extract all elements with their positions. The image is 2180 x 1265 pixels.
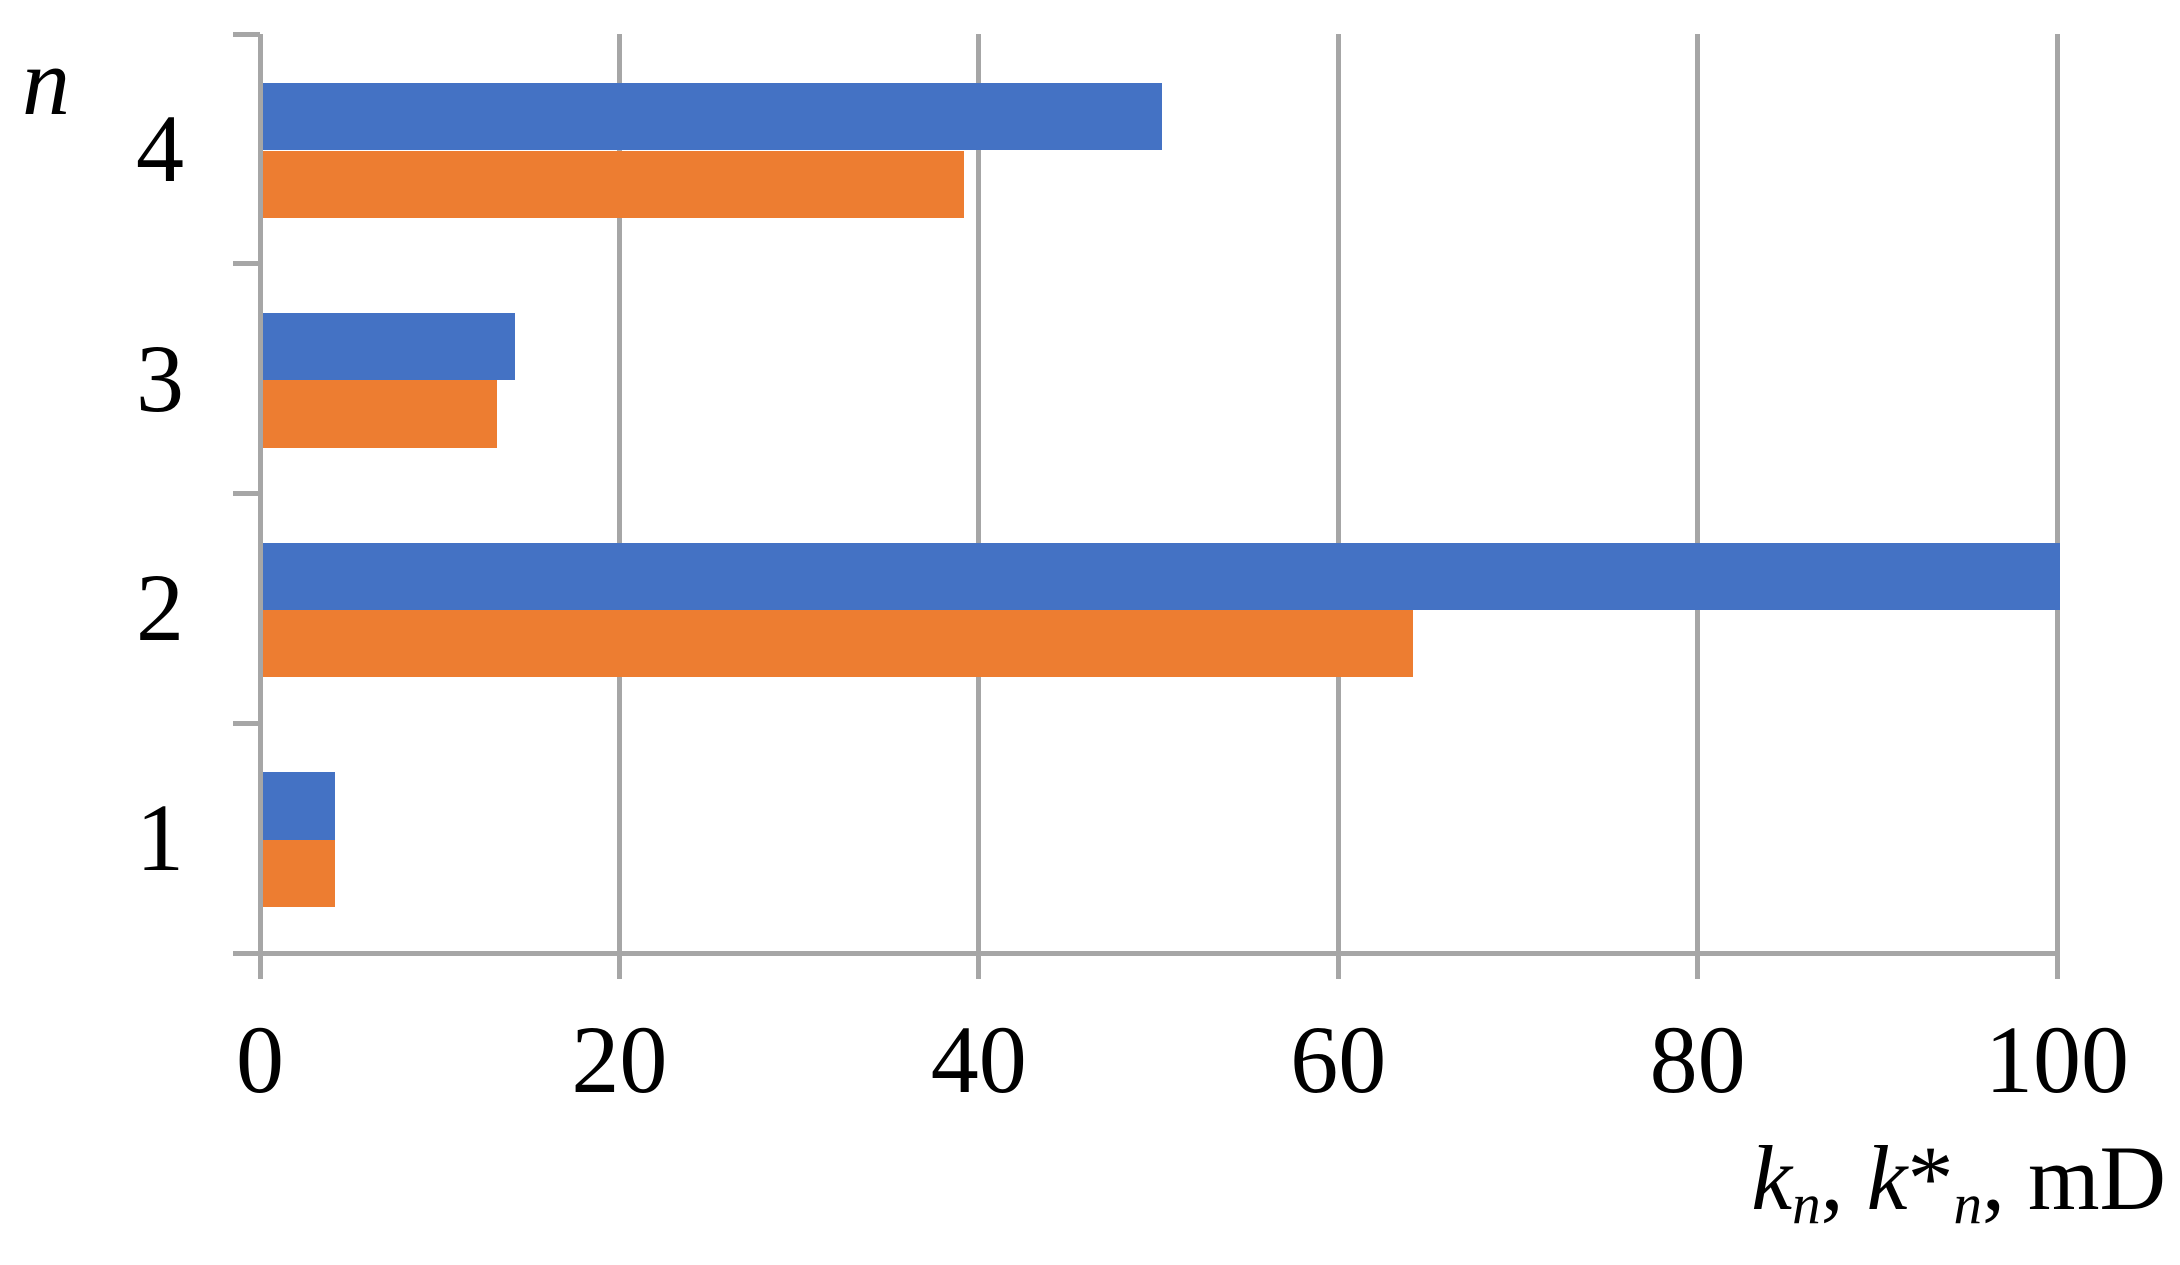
x-tick-label-20: 20: [571, 1006, 668, 1113]
bar-orange-n4: [263, 150, 964, 218]
gridline: [976, 34, 982, 953]
x-tick: [1695, 953, 1701, 979]
x-tick-label-0: 0: [236, 1006, 284, 1113]
y-tick: [233, 261, 260, 267]
x-tick: [976, 953, 982, 979]
y-axis-title: n: [22, 28, 70, 135]
x-axis-title: kn, k*n, mD: [1751, 1127, 2166, 1237]
gridline: [616, 34, 622, 953]
x-axis-title-k1: k: [1751, 1127, 1793, 1229]
x-tick: [257, 953, 263, 979]
bar-blue-n4: [263, 83, 1162, 151]
x-axis-title-sub1: n: [1792, 1173, 1821, 1237]
category-label-n4: 4: [136, 94, 184, 202]
x-axis-line: [233, 951, 2057, 956]
x-axis-title-sep1: ,: [1820, 1127, 1867, 1229]
bar-orange-n3: [263, 380, 497, 448]
gridline: [1335, 34, 1341, 953]
x-tick: [2054, 953, 2060, 979]
y-tick: [233, 31, 260, 37]
plot-area: [233, 31, 2060, 979]
bar-orange-n1: [263, 839, 335, 908]
x-tick-label-40: 40: [930, 1006, 1027, 1113]
y-tick: [233, 491, 260, 496]
x-axis-title-sub2: n: [1953, 1173, 1982, 1237]
category-label-n1: 1: [136, 784, 184, 892]
y-tick: [233, 950, 260, 956]
gridline: [1695, 34, 1701, 953]
y-tick: [233, 720, 260, 726]
bar-blue-n1: [263, 772, 335, 840]
y-axis-line: [258, 34, 263, 958]
x-axis-title-k2: k: [1866, 1127, 1908, 1229]
bar-blue-n3: [263, 312, 515, 381]
bar-blue-n2: [263, 542, 2060, 610]
x-axis-title-sep2: , mD: [1982, 1127, 2166, 1229]
x-tick-label-80: 80: [1649, 1006, 1746, 1113]
x-tick: [616, 953, 622, 979]
x-tick-label-60: 60: [1290, 1006, 1387, 1113]
x-tick: [1335, 953, 1341, 979]
category-label-n2: 2: [136, 554, 184, 662]
x-axis-title-star: *: [1907, 1127, 1954, 1229]
x-tick-label-100: 100: [1985, 1006, 2129, 1113]
category-label-n3: 3: [136, 324, 184, 432]
bar-orange-n2: [263, 610, 1414, 678]
gridline: [2054, 34, 2060, 953]
